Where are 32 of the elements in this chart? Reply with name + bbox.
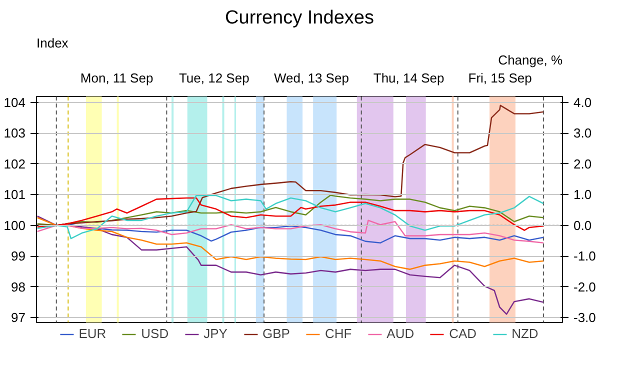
legend-label: CHF bbox=[324, 326, 352, 341]
chart-title: Currency Indexes bbox=[225, 8, 374, 28]
legend-label: CAD bbox=[449, 326, 477, 341]
y2-axis-title: Change, % bbox=[498, 52, 563, 68]
legend-label: JPY bbox=[204, 326, 228, 341]
y-tick-label: 101 bbox=[4, 187, 26, 202]
y2-tick-label: -1.0 bbox=[574, 248, 596, 264]
y2-tick-label: 0.0 bbox=[574, 218, 592, 233]
y-axis-title: Index bbox=[36, 36, 69, 50]
x-tick-label: Mon, 11 Sep bbox=[80, 70, 154, 86]
y2-tick-label: -2.0 bbox=[574, 279, 596, 294]
y2-tick-label: 2.0 bbox=[574, 156, 592, 172]
y-tick-label: 104 bbox=[4, 94, 26, 110]
y-tick-label: 103 bbox=[4, 126, 26, 141]
legend-label: GBP bbox=[262, 326, 290, 341]
x-tick-label: Thu, 14 Sep bbox=[373, 70, 444, 86]
y2-tick-label: -3.0 bbox=[574, 310, 596, 326]
y-tick-label: 97 bbox=[11, 310, 26, 326]
legend-label: EUR bbox=[78, 326, 106, 341]
y-tick-label: 99 bbox=[11, 248, 26, 264]
x-tick-label: Fri, 15 Sep bbox=[468, 70, 532, 86]
y-tick-label: 100 bbox=[4, 218, 26, 233]
y-tick-label: 98 bbox=[11, 279, 26, 294]
x-tick-label: Tue, 12 Sep bbox=[178, 70, 250, 86]
x-tick-label: Wed, 13 Sep bbox=[274, 70, 349, 86]
legend-label: AUD bbox=[386, 326, 414, 341]
y2-tick-label: 3.0 bbox=[574, 126, 592, 141]
legend-label: NZD bbox=[512, 326, 538, 341]
y2-tick-label: 1.0 bbox=[574, 187, 592, 202]
legend-label: USD bbox=[141, 326, 169, 341]
y2-tick-label: 4.0 bbox=[574, 94, 592, 110]
y-tick-label: 102 bbox=[4, 156, 26, 172]
